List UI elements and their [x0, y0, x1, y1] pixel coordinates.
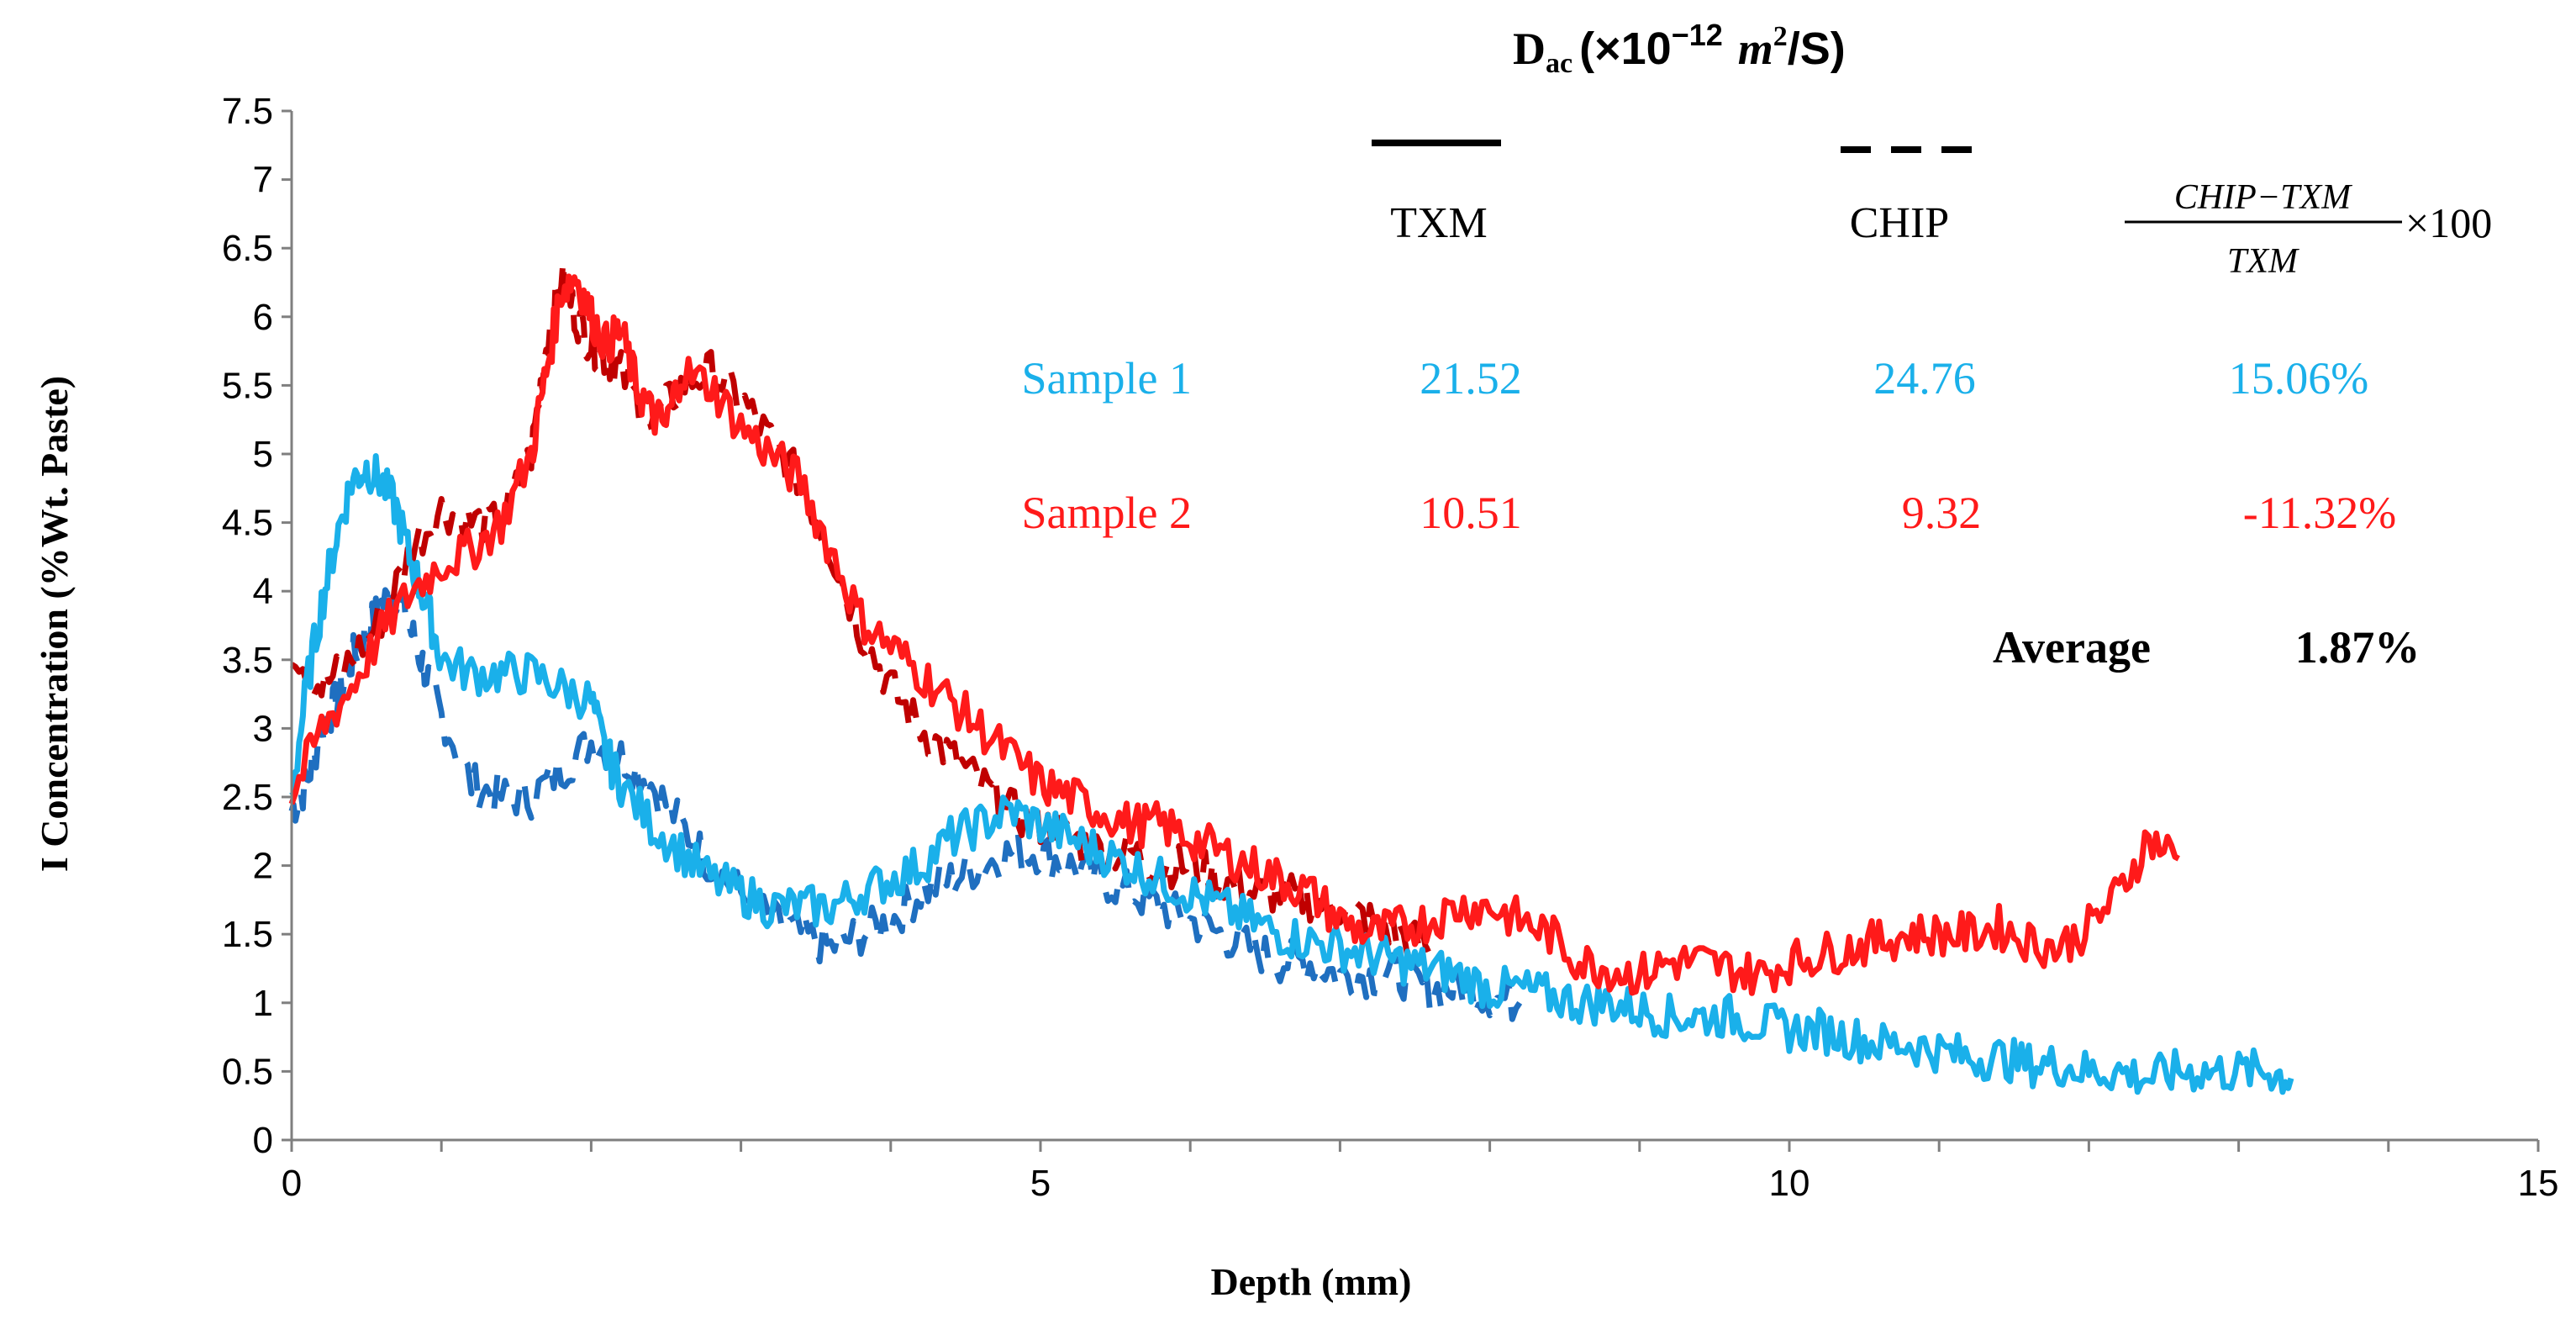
y-tick-label: 6: [253, 297, 273, 338]
y-tick-label: 3.5: [222, 640, 273, 681]
y-axis-title: I Concentration (%Wt. Paste): [33, 376, 76, 872]
title-sub: ac: [1546, 48, 1572, 79]
row-txm-value: 21.52: [1420, 353, 1522, 404]
row-chip-value: 9.32: [1902, 488, 1982, 538]
row-label: Sample 1: [1022, 353, 1192, 404]
y-tick-label: 5.5: [222, 365, 273, 406]
y-tick-label: 0: [253, 1120, 273, 1161]
row-diff-value: -11.32%: [2243, 488, 2396, 538]
table-row-sample-2: Sample 2 10.51 9.32 -11.32%: [1022, 488, 2397, 538]
y-tick-label: 4.5: [222, 503, 273, 544]
average-label: Average: [1993, 622, 2151, 673]
y-tick-label: 2: [253, 846, 273, 887]
series-line-sample-2-txm: [288, 273, 2180, 996]
formula-denominator: TXM: [2227, 242, 2299, 281]
row-txm-value: 10.51: [1420, 488, 1522, 538]
column-header-chip: CHIP: [1850, 199, 1949, 247]
axes: 0 0.5 1 1.5 2 2.5 3 3.5 4 4.5 5 5.5 6 6.5 7 7.5 0 5 10 15: [222, 91, 2559, 1204]
title-units: (×10: [1579, 24, 1672, 74]
x-axis-title: Depth (mm): [1211, 1260, 1412, 1303]
average-value: 1.87%: [2295, 622, 2421, 673]
x-tick-label: 5: [1030, 1163, 1051, 1204]
title-unit-tail: /S): [1788, 24, 1846, 74]
y-ticks: 0 0.5 1 1.5 2 2.5 3 3.5 4 4.5 5 5.5 6 6.5 7 7.5: [222, 91, 292, 1161]
x-ticks: 0 5 10 15: [282, 1140, 2559, 1204]
y-tick-label: 7: [253, 160, 273, 201]
y-tick-label: 4: [253, 571, 273, 612]
column-header-txm: TXM: [1390, 199, 1488, 247]
series-line-sample-1-txm: [289, 453, 2294, 1095]
row-chip-value: 24.76: [1873, 353, 1976, 404]
table-row-sample-1: Sample 1 21.52 24.76 15.06%: [1022, 353, 2369, 404]
y-tick-label: 0.5: [222, 1051, 273, 1092]
table-title: Dac (×10−12 m2/S): [1513, 18, 1846, 79]
title-main: D: [1513, 24, 1546, 74]
x-tick-label: 0: [282, 1163, 302, 1204]
y-tick-label: 2.5: [222, 777, 273, 818]
formula-numerator: CHIP−TXM: [2174, 178, 2352, 217]
title-exp: −12: [1672, 18, 1723, 52]
plot-lines: [288, 258, 2294, 1095]
y-tick-label: 7.5: [222, 91, 273, 132]
y-tick-label: 6.5: [222, 228, 273, 269]
x-tick-label: 10: [1769, 1163, 1810, 1204]
x-tick-label: 15: [2518, 1163, 2559, 1204]
title-unit-m: m: [1738, 24, 1773, 74]
row-diff-value: 15.06%: [2229, 353, 2368, 404]
y-tick-label: 3: [253, 708, 273, 749]
y-tick-label: 1: [253, 983, 273, 1024]
y-tick-label: 1.5: [222, 914, 273, 955]
title-unit-m-exp: 2: [1773, 21, 1788, 52]
series-line-sample-1-chip: [288, 587, 1523, 1022]
y-tick-label: 5: [253, 434, 273, 475]
row-label: Sample 2: [1022, 488, 1192, 538]
formula-multiplier: ×100: [2405, 199, 2492, 246]
